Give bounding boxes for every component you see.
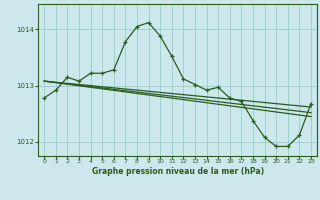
X-axis label: Graphe pression niveau de la mer (hPa): Graphe pression niveau de la mer (hPa) <box>92 167 264 176</box>
